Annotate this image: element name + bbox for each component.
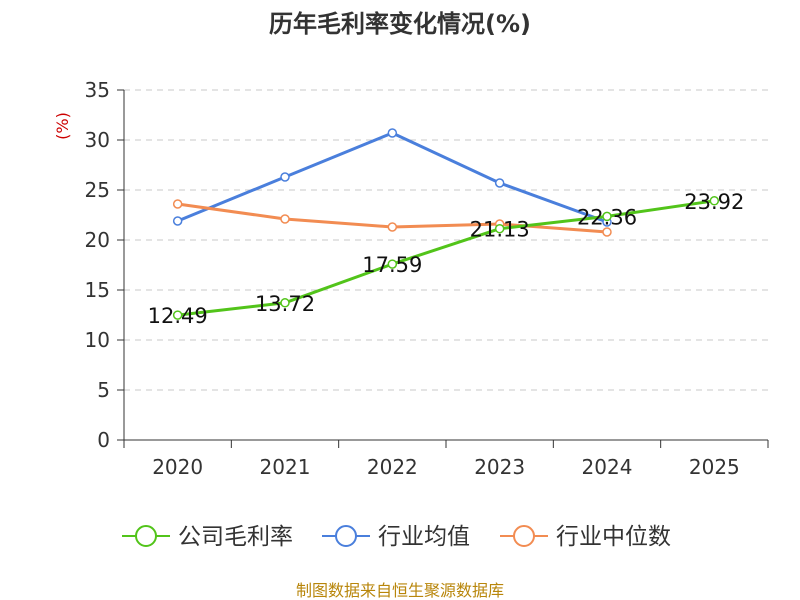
y-tick-label: 25 [85, 178, 110, 202]
data-point [387, 259, 398, 269]
y-tick-label: 10 [85, 328, 110, 352]
x-tick-label: 2023 [474, 455, 525, 479]
data-point [172, 310, 183, 320]
grid-lines [124, 89, 768, 391]
legend-item[interactable]: 行业均值 [322, 524, 470, 550]
data-point [172, 216, 183, 226]
data-point [709, 196, 720, 206]
data-labels: 12.49 13.72 17.59 21.13 22.36 23.92 [148, 190, 745, 328]
y-tick-label: 35 [85, 78, 110, 102]
data-point [494, 178, 505, 188]
data-label: 23.92 [684, 190, 744, 214]
legend-item[interactable]: 行业中位数 [500, 524, 671, 550]
data-point [172, 199, 183, 209]
series-line [177, 199, 715, 317]
x-tick-label: 2022 [367, 455, 418, 479]
y-tick-label: 30 [85, 128, 110, 152]
y-tick-label: 20 [85, 228, 110, 252]
data-point [602, 211, 612, 222]
source-note: 制图数据来自恒生聚源数据库 [296, 581, 504, 600]
y-tick-label: 5 [97, 378, 110, 402]
data-point [494, 223, 505, 234]
legend-label: 公司毛利率 [178, 524, 293, 550]
legend-marker [335, 525, 357, 547]
data-point [280, 214, 290, 224]
data-point [280, 172, 290, 182]
y-tick-label: 15 [85, 278, 110, 302]
data-label: 12.49 [148, 304, 208, 328]
x-tick-label: 2025 [689, 455, 740, 479]
series-line [177, 131, 608, 224]
data-point [602, 227, 612, 237]
x-tick-label: 2021 [260, 455, 311, 479]
legend-marker [135, 525, 157, 547]
data-point [387, 128, 398, 138]
series-group [172, 128, 720, 320]
legend-marker [513, 525, 535, 547]
data-label: 13.72 [255, 292, 315, 316]
data-point [280, 298, 290, 308]
legend-label: 行业中位数 [556, 524, 671, 550]
data-point [387, 222, 398, 232]
x-tick-label: 2024 [582, 455, 633, 479]
data-label: 22.36 [577, 205, 637, 229]
x-tick-label: 2020 [152, 455, 203, 479]
data-label: 17.59 [362, 253, 422, 277]
y-axis-label: (%) [53, 112, 72, 140]
data-label: 21.13 [470, 218, 530, 242]
chart-title: 历年毛利率变化情况(%) [269, 10, 531, 38]
legend[interactable]: 公司毛利率 行业均值 行业中位数 [122, 524, 671, 550]
legend-label: 行业均值 [378, 524, 470, 550]
legend-item[interactable]: 公司毛利率 [122, 524, 293, 550]
y-tick-label: 0 [97, 428, 110, 452]
